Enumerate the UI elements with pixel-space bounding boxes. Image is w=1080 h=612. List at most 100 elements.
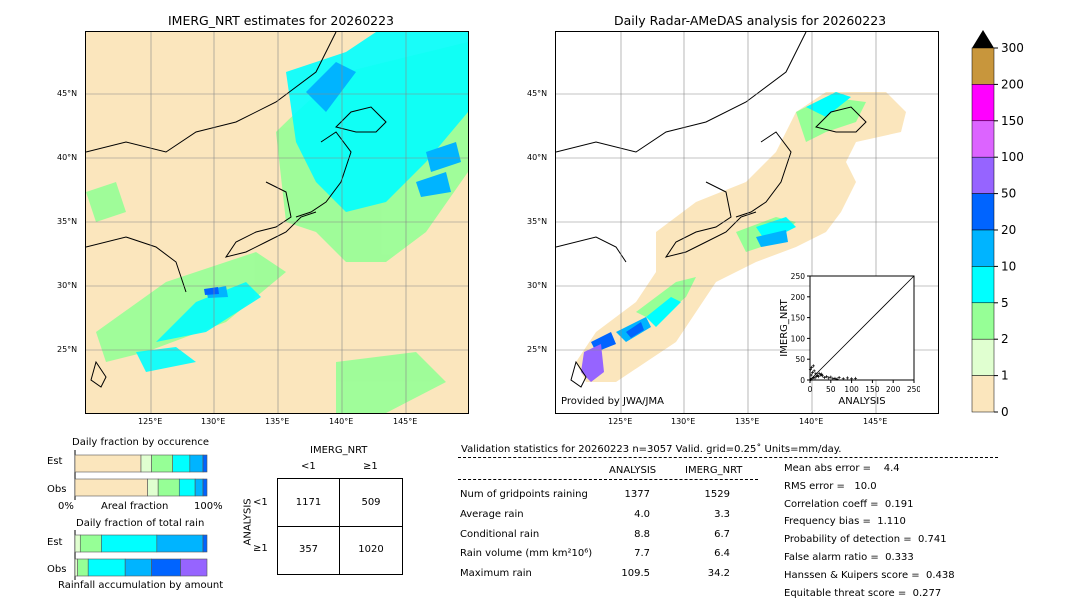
scatter-point [845, 376, 849, 380]
occurrence-title: Daily fraction by occurence [72, 437, 210, 448]
scatter-point [835, 377, 839, 381]
occurrence-svg [74, 450, 208, 500]
colorbar-tick-label: 0 [1001, 405, 1009, 418]
totalrain-bar-segment [124, 558, 152, 577]
totalrain-bar-segment [180, 558, 208, 577]
left-lon-label: 140°E [329, 417, 354, 426]
occurrence-bar-segment [178, 478, 196, 497]
scatter-ylabel: IMERG_NRT [779, 298, 790, 356]
stats-row-imerg: 34.2 [707, 568, 730, 580]
stats-score: Probability of detection = 0.741 [784, 534, 947, 546]
occurrence-tick-0: 0% [58, 501, 74, 512]
totalrain-bar-segment [202, 534, 208, 553]
scatter-point [833, 376, 837, 380]
contingency-cell: 509 [361, 497, 381, 508]
left-map-title: IMERG_NRT estimates for 20260223 [168, 13, 395, 28]
scatter-point [817, 371, 821, 375]
colorbar-segment [971, 120, 995, 158]
scatter-ytick-label: 200 [791, 293, 806, 302]
stats-col-analysis: ANALYSIS [609, 465, 657, 476]
colorbar-tick-label: 5 [1001, 296, 1009, 310]
occurrence-bar-segment [140, 454, 152, 473]
scatter-ytick-label: 100 [791, 334, 806, 343]
scatter-xtick-label: 100 [844, 385, 859, 394]
scatter-point [820, 374, 824, 378]
stats-score: Correlation coeff = 0.191 [784, 498, 914, 510]
scatter-xtick-label: 250 [907, 385, 920, 394]
left-lat-label: 30°N [57, 281, 78, 290]
scatter-point [827, 376, 831, 380]
totalrain-bar-segment [87, 558, 126, 577]
contingency-cell: 1171 [295, 497, 322, 508]
stats-row-label: Maximum rain [460, 568, 532, 580]
scatter-point [810, 366, 814, 370]
scatter-diagonal [809, 275, 915, 381]
stats-row-label: Conditional rain [460, 528, 540, 540]
inset-scatter: 0 50 100 150 200 250 0 50 100 150 200 250 ANALYSIS IM… [775, 265, 921, 407]
stats-row-imerg: 6.4 [714, 548, 730, 560]
left-lon-label: 125°E [138, 417, 163, 426]
right-lon-label: 130°E [671, 417, 696, 426]
totalrain-bar-segment [101, 534, 158, 553]
occurrence-chart [72, 450, 210, 500]
occurrence-bar-segment [157, 478, 180, 497]
stats-row-imerg: 6.7 [714, 528, 730, 540]
stats-row-analysis: 109.5 [621, 568, 650, 580]
stats-col-imerg: IMERG_NRT [685, 465, 743, 476]
stats-row-label: Average rain [460, 508, 524, 520]
contingency-row-title: ANALYSIS [242, 498, 254, 546]
contingency-row-lt1: <1 [253, 497, 268, 508]
colorbar-tick-label: 1 [1001, 369, 1009, 383]
stats-row-analysis: 4.0 [634, 508, 650, 520]
contingency-table: 1171 509 357 1020 [277, 478, 403, 575]
scatter-ytick-label: 0 [800, 376, 805, 385]
scatter-point [820, 372, 824, 376]
stats-score: RMS error = 10.0 [784, 480, 877, 492]
colorbar-segment [971, 266, 995, 304]
left-map-canvas [86, 32, 468, 413]
scatter-point [850, 377, 854, 381]
contingency-col-title: IMERG_NRT [310, 445, 368, 456]
occurrence-obs-label: Obs [47, 484, 67, 495]
totalrain-chart [72, 530, 210, 580]
totalrain-bar-segment [156, 534, 204, 553]
colorbar-segment [971, 193, 995, 231]
scatter-point [812, 369, 816, 373]
stats-row-analysis: 7.7 [634, 548, 650, 560]
occurrence-bar-segment [189, 454, 204, 473]
totalrain-est-label: Est [47, 537, 63, 548]
right-lat-label: 35°N [527, 217, 548, 226]
left-lon-label: 130°E [201, 417, 226, 426]
colorbar-tick-label: 10 [1001, 259, 1016, 273]
scatter-point [841, 377, 845, 381]
totalrain-xlabel: Rainfall accumulation by amount [58, 580, 224, 591]
right-lon-label: 140°E [799, 417, 824, 426]
colorbar-tick-label: 50 [1001, 187, 1016, 201]
colorbar-tick-label: 20 [1001, 223, 1016, 237]
stats-score: Hanssen & Kuipers score = 0.438 [784, 569, 955, 581]
totalrain-title: Daily fraction of total rain [76, 518, 205, 529]
colorbar-tick-label: 200 [1001, 77, 1024, 91]
stats-score: False alarm ratio = 0.333 [784, 552, 914, 563]
scatter-point [815, 373, 819, 377]
occurrence-bar-segment [202, 454, 208, 473]
occurrence-tick-100: 100% [194, 501, 223, 512]
contingency-row-ge1: ≥1 [253, 543, 268, 554]
colorbar-segment [971, 229, 995, 267]
colorbar-extend-arrow [972, 30, 994, 48]
stats-score: Mean abs error = 4.4 [784, 463, 900, 474]
scatter-point [829, 375, 833, 379]
stats-row-imerg: 3.3 [714, 508, 730, 520]
scatter-point [814, 372, 818, 376]
colorbar-segment [971, 338, 995, 376]
left-lat-label: 35°N [57, 217, 78, 226]
scatter-xtick-label: 200 [886, 385, 901, 394]
right-lat-label: 25°N [527, 345, 548, 354]
scatter-ytick-label: 50 [795, 355, 805, 364]
totalrain-obs-label: Obs [47, 564, 67, 575]
left-lat-label: 45°N [57, 89, 78, 98]
contingency-cell: 1020 [358, 544, 384, 555]
right-lat-label: 45°N [527, 89, 548, 98]
colorbar-tick-label: 150 [1001, 114, 1024, 128]
totalrain-svg [74, 530, 208, 580]
